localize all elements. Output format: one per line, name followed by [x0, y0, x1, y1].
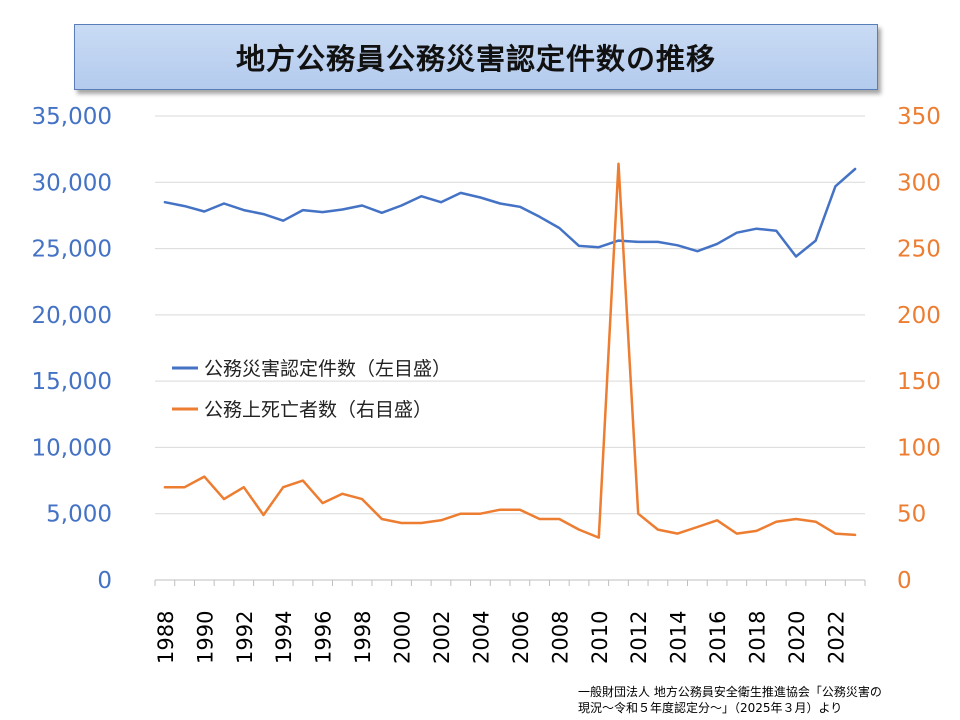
legend-label: 公務上死亡者数（右目盛）: [204, 399, 432, 421]
y-right-tick-label: 250: [897, 237, 941, 263]
legend: 公務災害認定件数（左目盛） 公務上死亡者数（右目盛）: [172, 358, 451, 421]
x-tick-label: 1992: [233, 611, 257, 664]
legend-label: 公務災害認定件数（左目盛）: [204, 358, 451, 380]
x-tick-label: 2008: [548, 611, 572, 664]
x-tick-label: 2014: [667, 611, 691, 664]
y-left-tick-label: 10,000: [32, 435, 112, 461]
y-right-tick-label: 200: [897, 303, 941, 329]
x-tick-label: 1994: [272, 611, 296, 664]
x-tick-label: 1998: [351, 611, 375, 664]
x-tick-label: 2000: [391, 611, 415, 664]
y-right-tick-label: 300: [897, 170, 941, 196]
y-left-tick-label: 5,000: [46, 502, 112, 528]
x-tick-label: 2016: [706, 611, 730, 664]
y-left-tick-label: 25,000: [32, 237, 112, 263]
x-tick-label: 2018: [746, 611, 770, 664]
y-left-tick-label: 20,000: [32, 303, 112, 329]
x-tick-label: 2004: [469, 611, 493, 664]
gridlines: [155, 115, 865, 515]
x-tick-label: 1988: [154, 611, 178, 664]
x-tick-label: 2006: [509, 611, 533, 664]
y-left-tick-label: 15,000: [32, 369, 112, 395]
source-line-1: 一般財団法人 地方公務員安全衛生推進協会「公務災害の: [578, 685, 882, 699]
y-right-tick-label: 100: [897, 435, 941, 461]
series-line-deaths: [163, 162, 857, 539]
source-line-2: 現況～令和５年度認定分～」（2025年３月）より: [578, 701, 843, 715]
series-line-claims: [163, 167, 857, 258]
y-right-tick-label: 150: [897, 369, 941, 395]
y-left-tick-label: 30,000: [32, 170, 112, 196]
x-tick-label: 1996: [312, 611, 336, 664]
series-lines: [163, 162, 857, 539]
x-tick-label: 2010: [588, 611, 612, 664]
x-tick-label: 2022: [824, 611, 848, 664]
chart-title: 地方公務員公務災害認定件数の推移: [235, 42, 716, 76]
y-right-tick-label: 350: [897, 104, 941, 130]
x-tick-label: 2020: [785, 611, 809, 664]
x-tick-label: 1990: [193, 611, 217, 664]
x-tick-label: 2012: [627, 611, 651, 664]
source-note: 一般財団法人 地方公務員安全衛生推進協会「公務災害の 現況～令和５年度認定分～」…: [578, 684, 956, 716]
y-right-tick-label: 50: [897, 502, 926, 528]
y-right-tick-label: 0: [897, 568, 912, 594]
y-left-tick-label: 0: [97, 568, 112, 594]
chart-title-box: 地方公務員公務災害認定件数の推移: [74, 24, 878, 90]
axes: 0 5,000 10,000 15,000 20,000 25,000 30,000 35,0…: [32, 104, 941, 664]
x-tick-label: 2002: [430, 611, 454, 664]
y-left-tick-label: 35,000: [32, 104, 112, 130]
